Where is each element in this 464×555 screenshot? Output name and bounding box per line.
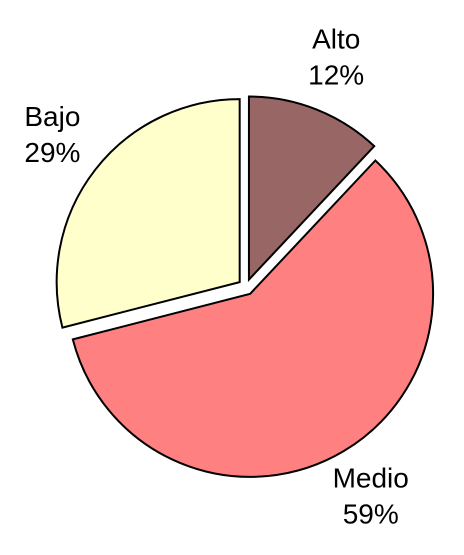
slice-category-label: Medio <box>333 462 409 493</box>
pie-slice <box>55 98 241 329</box>
pie-slice <box>247 95 376 283</box>
slice-value-label: 29% <box>24 137 80 168</box>
slice-value-label: 59% <box>343 498 399 529</box>
slice-category-label: Bajo <box>24 101 80 132</box>
pie-slice <box>71 159 435 478</box>
slice-category-label: Alto <box>312 24 360 55</box>
slice-value-label: 12% <box>308 60 364 91</box>
